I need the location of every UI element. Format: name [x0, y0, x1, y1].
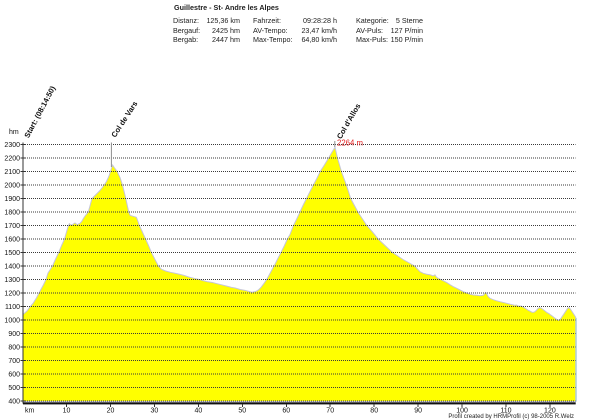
svg-text:1600: 1600 — [4, 237, 20, 244]
svg-text:100: 100 — [456, 408, 468, 415]
svg-text:10: 10 — [63, 408, 71, 415]
svg-text:Start: (08:14:50): Start: (08:14:50) — [22, 84, 57, 139]
svg-text:1700: 1700 — [4, 223, 20, 230]
svg-text:hm: hm — [9, 129, 19, 136]
svg-text:1100: 1100 — [5, 304, 20, 311]
svg-text:800: 800 — [8, 345, 20, 352]
svg-text:120: 120 — [544, 408, 556, 415]
svg-text:50: 50 — [238, 408, 246, 415]
svg-text:90: 90 — [414, 408, 422, 415]
svg-text:80: 80 — [370, 408, 378, 415]
svg-text:1900: 1900 — [4, 196, 20, 203]
svg-text:2200: 2200 — [4, 156, 20, 163]
svg-text:Profil created by HRMProfil (c: Profil created by HRMProfil (c) 98-2005 … — [448, 414, 574, 420]
svg-text:20: 20 — [107, 408, 115, 415]
svg-text:2300: 2300 — [4, 142, 20, 149]
svg-text:1400: 1400 — [4, 264, 20, 271]
svg-text:Col de Vars: Col de Vars — [109, 99, 139, 139]
svg-text:2264 m: 2264 m — [337, 138, 363, 147]
svg-text:Col d'Allos: Col d'Allos — [335, 102, 362, 141]
svg-text:2100: 2100 — [4, 169, 20, 176]
svg-text:1200: 1200 — [4, 291, 20, 298]
svg-text:700: 700 — [8, 358, 20, 365]
svg-text:1000: 1000 — [4, 318, 20, 325]
svg-text:1800: 1800 — [4, 210, 20, 217]
svg-text:1500: 1500 — [4, 250, 20, 257]
svg-text:30: 30 — [151, 408, 159, 415]
svg-text:400: 400 — [8, 399, 20, 406]
svg-text:1300: 1300 — [4, 277, 20, 284]
svg-text:600: 600 — [8, 372, 20, 379]
svg-text:500: 500 — [8, 385, 20, 392]
svg-text:900: 900 — [8, 331, 20, 338]
svg-text:110: 110 — [500, 408, 511, 415]
svg-text:60: 60 — [282, 408, 290, 415]
svg-text:70: 70 — [326, 408, 334, 415]
svg-text:km: km — [25, 408, 35, 415]
svg-text:40: 40 — [195, 408, 203, 415]
svg-text:2000: 2000 — [4, 183, 20, 190]
